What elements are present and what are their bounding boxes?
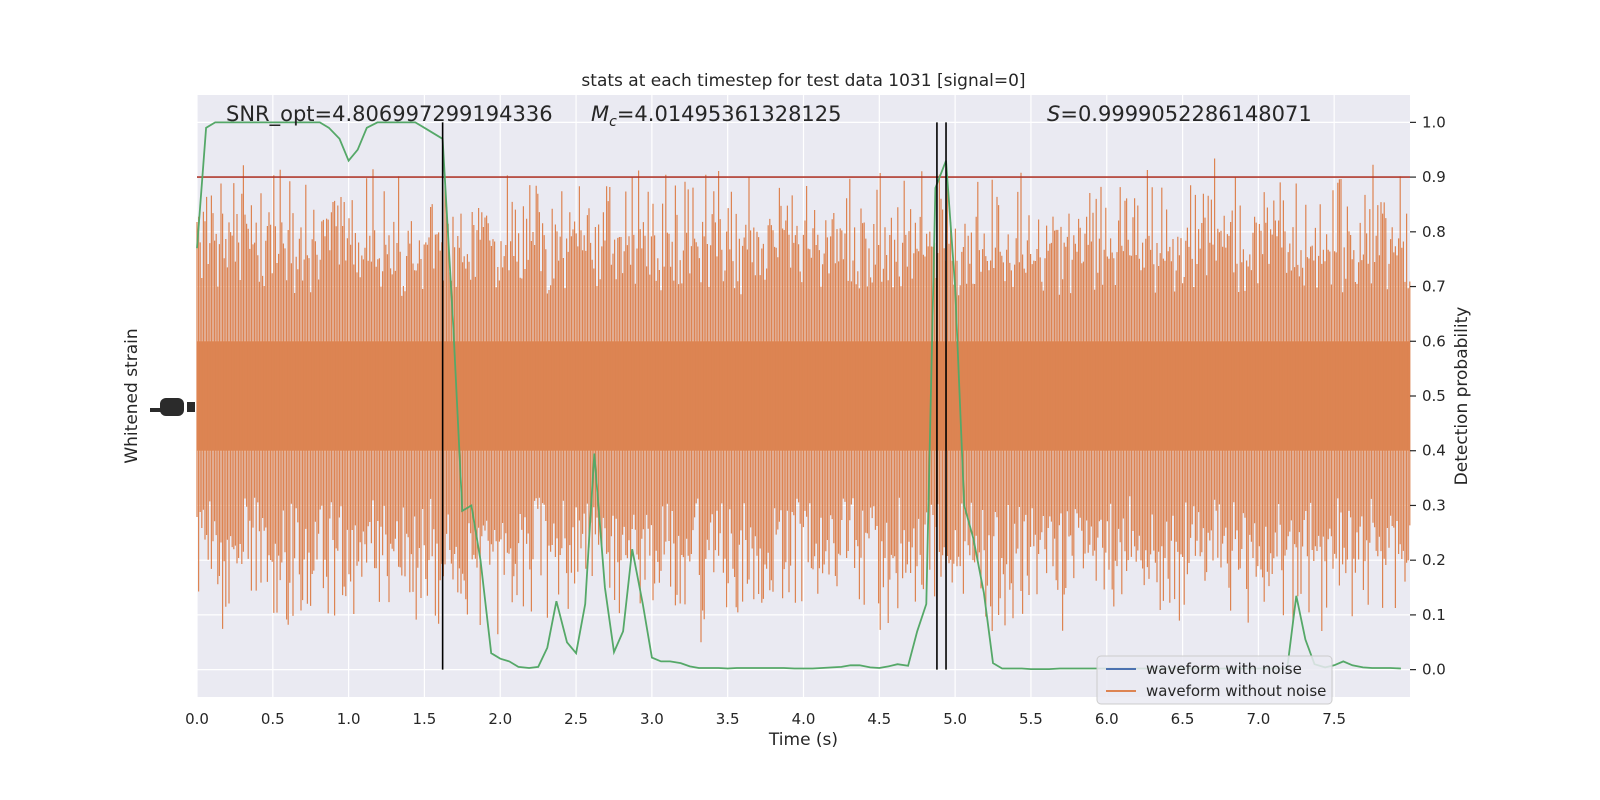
y-tick-label-right: 1.0 [1422, 113, 1446, 131]
left-tick-blob [160, 398, 184, 416]
y-tick-label-right: 0.6 [1422, 332, 1446, 350]
annotation-chirp-mass-symbol: M [591, 102, 609, 126]
y-tick-label-right: 0.2 [1422, 551, 1446, 569]
x-tick-label: 0.0 [185, 710, 209, 728]
x-tick-label: 4.5 [867, 710, 891, 728]
x-tick-label: 1.0 [337, 710, 361, 728]
x-tick-label: 2.5 [564, 710, 588, 728]
y-axis-label-right: Detection probability [1452, 307, 1472, 486]
strain-band [196, 158, 1411, 643]
y-tick-label-right: 0.7 [1422, 278, 1446, 296]
legend-entry-waveform-with-noise: waveform with noise [1146, 660, 1302, 678]
x-tick-label: 5.0 [943, 710, 967, 728]
y-axis-ticks-right: 0.0 0.1 0.2 0.3 0.4 0.5 0.6 0.7 0.8 0.9 1.0 [1410, 113, 1446, 679]
left-tick-blob [150, 408, 164, 412]
x-tick-label: 1.5 [413, 710, 437, 728]
vertical-markers [441, 122, 947, 670]
annotation-score-symbol: S [1047, 102, 1060, 126]
annotation-score-value: =0.9999052286148071 [1060, 102, 1311, 126]
annotation-chirp-mass-value: =4.01495361328125 [617, 102, 842, 126]
y-tick-label-right: 0.5 [1422, 387, 1446, 405]
x-tick-label: 7.0 [1246, 710, 1270, 728]
chart-title: stats at each timestep for test data 103… [581, 71, 1025, 91]
x-tick-label: 5.5 [1019, 710, 1043, 728]
x-tick-label: 2.0 [488, 710, 512, 728]
annotation-score: S=0.9999052286148071 [1047, 102, 1312, 126]
y-tick-label-right: 0.9 [1422, 168, 1446, 186]
y-axis-label-left: Whitened strain [122, 328, 142, 463]
y-tick-label-right: 0.0 [1422, 661, 1446, 679]
left-axis-overlapping-ticks [150, 398, 195, 416]
y-tick-label-right: 0.4 [1422, 442, 1446, 460]
x-tick-label: 7.5 [1322, 710, 1346, 728]
y-tick-label-right: 0.3 [1422, 496, 1446, 514]
y-tick-label-right: 0.1 [1422, 606, 1446, 624]
legend: waveform with noise waveform without noi… [1096, 655, 1333, 705]
x-tick-label: 3.5 [716, 710, 740, 728]
x-axis-label: Time (s) [768, 730, 838, 750]
strain-band-oscillation [196, 158, 1411, 643]
legend-entry-waveform-without-noise: waveform without noise [1146, 682, 1326, 700]
x-tick-label: 0.5 [261, 710, 285, 728]
y-tick-label-right: 0.8 [1422, 223, 1446, 241]
left-tick-blob [187, 402, 195, 412]
legend-box [1096, 655, 1333, 705]
x-tick-label: 6.5 [1171, 710, 1195, 728]
x-tick-label: 6.0 [1095, 710, 1119, 728]
annotation-chirp-mass-subscript: c [609, 114, 617, 130]
x-tick-label: 4.0 [792, 710, 816, 728]
x-tick-label: 3.0 [640, 710, 664, 728]
annotation-chirp-mass: Mc=4.01495361328125 [591, 102, 842, 130]
x-axis-ticks: 0.0 0.5 1.0 1.5 2.0 2.5 3.0 3.5 4.0 4.5 5.0 5.5 6.0 6… [185, 710, 1346, 728]
annotation-snr: SNR_opt=4.806997299194336 [226, 102, 553, 127]
